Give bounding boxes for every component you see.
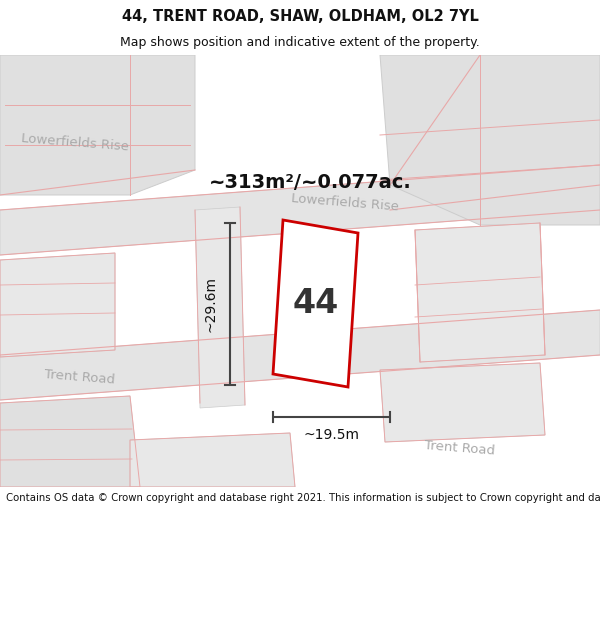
Polygon shape: [415, 223, 545, 362]
Polygon shape: [0, 253, 115, 357]
Text: ~19.5m: ~19.5m: [304, 428, 359, 442]
Polygon shape: [273, 220, 358, 387]
Polygon shape: [130, 433, 295, 487]
Text: Contains OS data © Crown copyright and database right 2021. This information is : Contains OS data © Crown copyright and d…: [6, 492, 600, 502]
Polygon shape: [380, 55, 600, 225]
Polygon shape: [0, 55, 195, 195]
Polygon shape: [0, 310, 600, 400]
Text: Trent Road: Trent Road: [424, 439, 496, 458]
Polygon shape: [380, 363, 545, 442]
Text: 44, TRENT ROAD, SHAW, OLDHAM, OL2 7YL: 44, TRENT ROAD, SHAW, OLDHAM, OL2 7YL: [122, 9, 478, 24]
Text: Trent Road: Trent Road: [44, 368, 116, 386]
Text: ~29.6m: ~29.6m: [203, 276, 217, 332]
Text: ~313m²/~0.077ac.: ~313m²/~0.077ac.: [209, 174, 412, 192]
Text: 44: 44: [292, 287, 338, 320]
Polygon shape: [195, 207, 245, 408]
Polygon shape: [0, 165, 600, 255]
Polygon shape: [0, 396, 140, 487]
Text: Map shows position and indicative extent of the property.: Map shows position and indicative extent…: [120, 36, 480, 49]
Text: Lowerfields Rise: Lowerfields Rise: [21, 132, 129, 154]
Text: Lowerfields Rise: Lowerfields Rise: [291, 192, 399, 214]
